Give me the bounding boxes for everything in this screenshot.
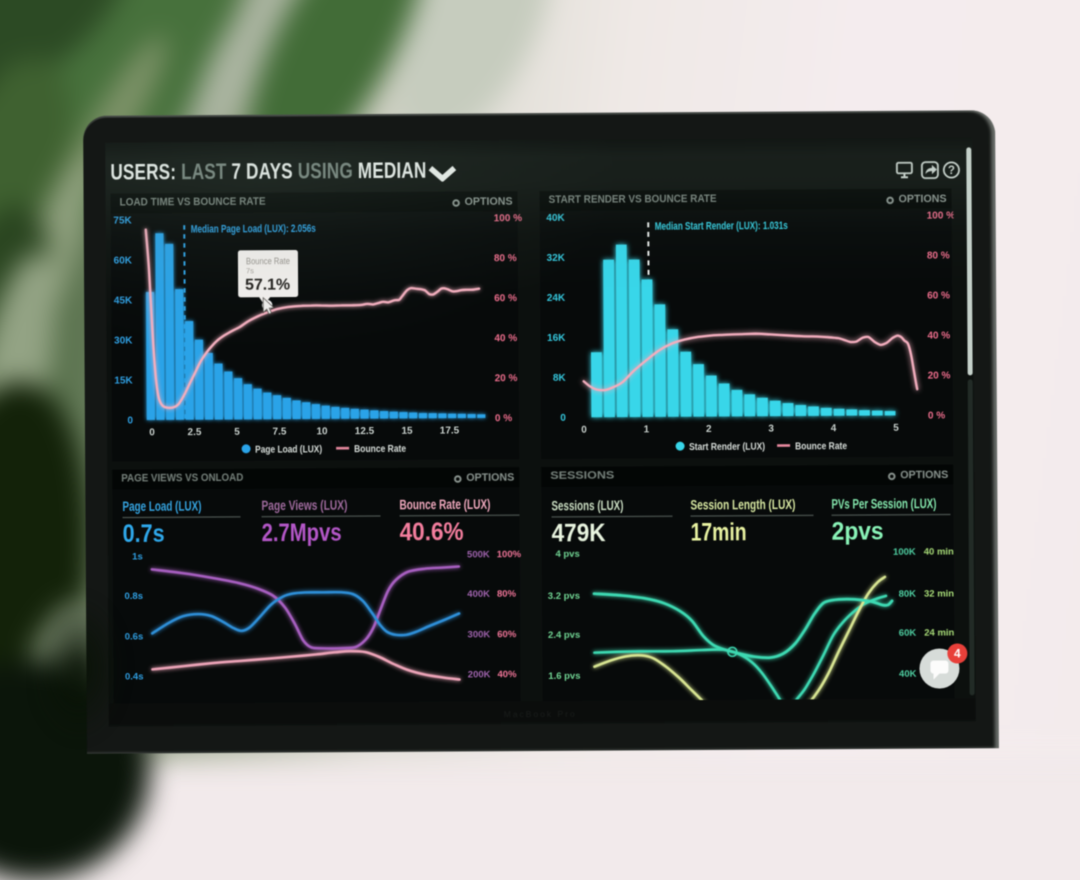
svg-text:24 min: 24 min: [924, 627, 954, 638]
svg-text:1: 1: [644, 424, 650, 435]
svg-text:20 %: 20 %: [495, 373, 518, 384]
svg-text:100%: 100%: [497, 549, 522, 560]
svg-text:7s: 7s: [246, 266, 254, 275]
svg-text:40 %: 40 %: [927, 331, 950, 342]
svg-text:500K: 500K: [467, 549, 490, 560]
svg-text:32 min: 32 min: [924, 588, 954, 599]
svg-text:400K: 400K: [467, 589, 490, 600]
svg-text:1.6 pvs: 1.6 pvs: [548, 671, 580, 682]
svg-text:OPTIONS: OPTIONS: [465, 195, 513, 206]
svg-text:4 pvs: 4 pvs: [555, 549, 579, 560]
svg-text:20 %: 20 %: [928, 371, 951, 382]
svg-text:Sessions (LUX): Sessions (LUX): [551, 498, 623, 513]
svg-text:32K: 32K: [547, 253, 566, 264]
svg-text:Median Page Load (LUX): 2.056s: Median Page Load (LUX): 2.056s: [191, 223, 316, 236]
svg-text:1s: 1s: [132, 551, 143, 562]
svg-text:40.6%: 40.6%: [400, 518, 464, 546]
svg-text:200K: 200K: [468, 669, 491, 680]
svg-text:?: ?: [948, 165, 955, 177]
svg-text:Page Load (LUX): Page Load (LUX): [122, 499, 201, 514]
svg-text:17.5: 17.5: [440, 425, 460, 436]
svg-text:0: 0: [581, 425, 587, 436]
svg-text:60 %: 60 %: [494, 293, 517, 304]
svg-text:2pvs: 2pvs: [832, 517, 884, 545]
svg-text:OPTIONS: OPTIONS: [900, 469, 948, 480]
svg-text:SESSIONS: SESSIONS: [550, 470, 614, 482]
svg-text:479K: 479K: [552, 519, 606, 547]
svg-text:17min: 17min: [691, 518, 747, 546]
svg-text:40 min: 40 min: [924, 546, 954, 557]
svg-text:0 %: 0 %: [928, 411, 945, 422]
svg-text:Bounce Rate: Bounce Rate: [795, 440, 847, 452]
svg-text:80 %: 80 %: [927, 251, 950, 262]
svg-text:4: 4: [954, 646, 961, 660]
svg-text:75K: 75K: [113, 216, 132, 227]
svg-text:100K: 100K: [893, 547, 916, 558]
svg-text:OPTIONS: OPTIONS: [466, 471, 514, 482]
svg-text:60 %: 60 %: [927, 291, 950, 302]
svg-text:60%: 60%: [497, 629, 517, 640]
svg-text:0.7s: 0.7s: [123, 520, 165, 548]
svg-text:3: 3: [768, 424, 774, 435]
svg-text:30K: 30K: [114, 336, 133, 347]
svg-text:40K: 40K: [546, 213, 565, 224]
svg-text:2.5: 2.5: [188, 427, 202, 438]
svg-text:2.4 pvs: 2.4 pvs: [548, 630, 580, 641]
svg-text:80K: 80K: [899, 589, 917, 600]
svg-text:15K: 15K: [114, 376, 133, 387]
svg-text:Page Views (LUX): Page Views (LUX): [261, 498, 347, 514]
svg-text:Start Render (LUX): Start Render (LUX): [689, 441, 765, 453]
svg-text:2: 2: [706, 424, 712, 435]
svg-text:57.1%: 57.1%: [245, 277, 290, 294]
svg-text:0: 0: [560, 413, 566, 424]
svg-text:8K: 8K: [553, 373, 567, 384]
svg-text:Median Start Render (LUX): 1.0: Median Start Render (LUX): 1.031s: [655, 220, 788, 233]
svg-text:300K: 300K: [467, 629, 490, 640]
svg-text:100 %: 100 %: [494, 213, 523, 224]
svg-text:80 %: 80 %: [494, 253, 517, 264]
svg-text:Bounce Rate: Bounce Rate: [354, 443, 406, 455]
svg-text:12.5: 12.5: [355, 426, 375, 437]
svg-text:4: 4: [831, 423, 837, 434]
svg-text:Session Length (LUX): Session Length (LUX): [690, 497, 795, 513]
svg-text:7.5: 7.5: [273, 427, 287, 438]
svg-text:40%: 40%: [497, 669, 517, 680]
svg-text:0: 0: [149, 427, 155, 438]
svg-text:PAGE VIEWS VS ONLOAD: PAGE VIEWS VS ONLOAD: [121, 472, 243, 485]
svg-text:START RENDER VS BOUNCE RATE: START RENDER VS BOUNCE RATE: [549, 193, 717, 206]
svg-text:PVs Per Session (LUX): PVs Per Session (LUX): [831, 496, 936, 512]
svg-text:0: 0: [127, 416, 133, 427]
svg-text:10: 10: [316, 426, 328, 437]
svg-text:15: 15: [401, 426, 413, 437]
svg-text:Bounce Rate (LUX): Bounce Rate (LUX): [399, 497, 490, 513]
svg-text:LOAD TIME VS BOUNCE RATE: LOAD TIME VS BOUNCE RATE: [120, 196, 266, 209]
svg-text:24K: 24K: [547, 293, 566, 304]
svg-text:0 %: 0 %: [495, 413, 512, 424]
svg-text:80%: 80%: [497, 589, 517, 600]
svg-text:45K: 45K: [114, 296, 133, 307]
svg-text:OPTIONS: OPTIONS: [899, 193, 947, 204]
svg-text:100 %: 100 %: [927, 211, 956, 222]
svg-text:40 %: 40 %: [494, 333, 517, 344]
svg-text:5: 5: [234, 427, 240, 438]
svg-text:60K: 60K: [899, 628, 917, 639]
svg-text:5: 5: [893, 423, 899, 434]
svg-text:Page Load (LUX): Page Load (LUX): [255, 443, 322, 455]
svg-text:3.2 pvs: 3.2 pvs: [548, 591, 580, 602]
svg-text:Bounce Rate: Bounce Rate: [246, 256, 290, 266]
svg-text:16K: 16K: [547, 333, 566, 344]
svg-text:2.7Mpvs: 2.7Mpvs: [262, 519, 342, 547]
svg-text:60K: 60K: [114, 256, 133, 267]
